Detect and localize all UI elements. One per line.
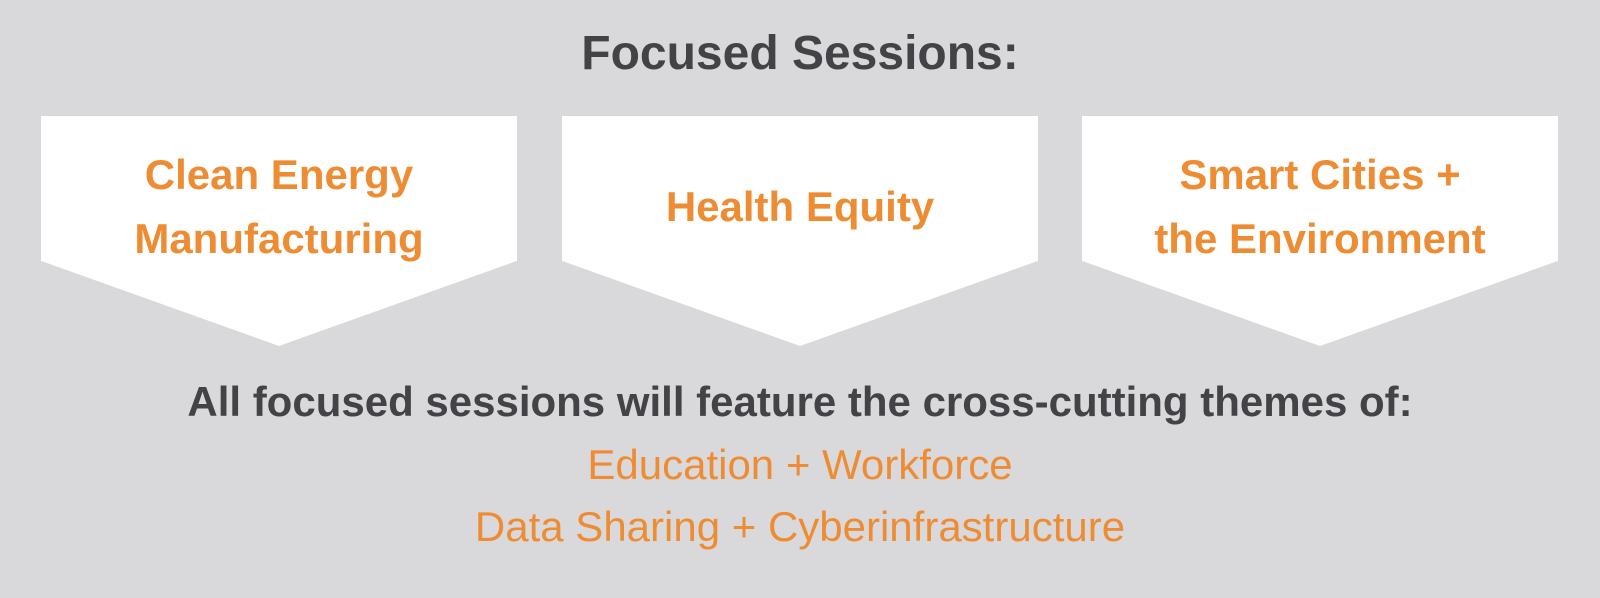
themes-heading: All focused sessions will feature the cr… — [187, 378, 1413, 425]
session-chevron-health-equity: Health Equity — [562, 116, 1038, 346]
session-chevron-smart-cities: Smart Cities + the Environment — [1082, 116, 1558, 346]
session-label: Health Equity — [665, 183, 935, 230]
theme-item: Data Sharing + Cyberinfrastructure — [474, 503, 1126, 550]
page-title: Focused Sessions: — [581, 27, 1019, 80]
session-label: Clean Energy Manufacturing — [134, 151, 424, 262]
theme-item: Education + Workforce — [587, 441, 1013, 488]
session-label: Smart Cities + the Environment — [1154, 151, 1486, 262]
session-chevron-clean-energy: Clean Energy Manufacturing — [41, 116, 517, 346]
